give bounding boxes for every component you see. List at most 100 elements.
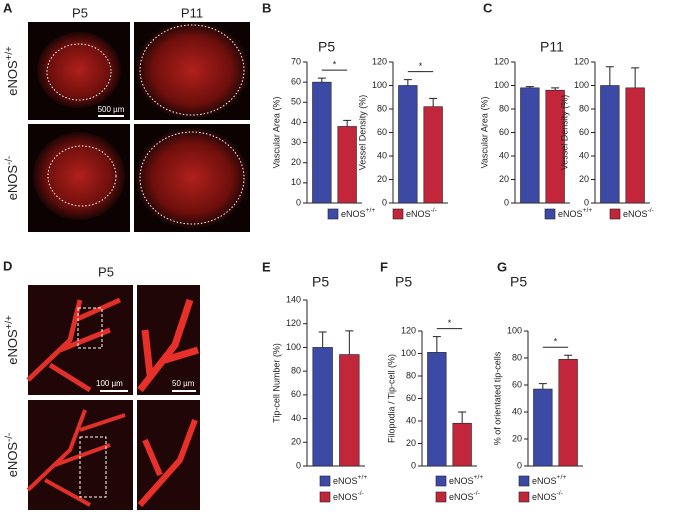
scale-label: 100 µm (96, 379, 123, 388)
y-axis-label: % of orientated tip-cells (492, 351, 502, 445)
y-tick-label: 80 (512, 352, 522, 362)
outline (47, 145, 117, 207)
y-tick-label: 120 (286, 318, 301, 328)
y-tick-label: 120 (574, 56, 589, 66)
y-tick-label: 100 (372, 80, 387, 90)
column-label: P11 (181, 5, 203, 20)
error-bar (429, 97, 438, 107)
y-tick-label: 40 (291, 413, 301, 423)
y-axis-label: Vessel Density (%) (559, 95, 569, 171)
panel-letter: E (262, 259, 271, 274)
column-label: P5 (72, 5, 88, 20)
y-axis-label: Vessel Density (%) (357, 95, 367, 171)
bar (600, 85, 620, 204)
y-tick-label: 0 (584, 197, 589, 207)
y-tick-label: 20 (377, 174, 387, 184)
bar (558, 359, 578, 467)
bar (339, 354, 360, 467)
legend-swatch (319, 475, 331, 487)
y-tick-label: 30 (291, 137, 301, 147)
retina (37, 32, 121, 108)
y-tick-label: 40 (291, 117, 301, 127)
y-tick-label: 0 (296, 197, 301, 207)
y-tick-label: 20 (499, 174, 509, 184)
vessels (137, 418, 198, 507)
outline (139, 24, 245, 116)
legend-swatch (518, 491, 530, 503)
scale-label: 50 µm (172, 379, 195, 388)
y-tick-label: 20 (579, 174, 589, 184)
error-bar (605, 66, 614, 86)
legend-swatch (319, 491, 331, 503)
bar (452, 422, 472, 467)
y-tick-label: 10 (291, 177, 301, 187)
panel-letter: A (3, 0, 13, 15)
bar (337, 126, 357, 204)
y-tick-label: 0 (382, 197, 387, 207)
y-tick-label: 0 (504, 197, 509, 207)
y-tick-label: 140 (286, 294, 301, 304)
inset-box (79, 436, 107, 498)
y-tick-label: 80 (406, 370, 416, 380)
panel-letter: F (380, 259, 388, 274)
legend-swatch (327, 208, 339, 220)
y-axis-label: Tip-cell Number (%) (271, 343, 281, 423)
outline (46, 43, 112, 101)
error-bar (345, 330, 354, 355)
bar (312, 347, 333, 467)
retina (136, 22, 248, 118)
retina (33, 132, 125, 220)
significance-label: * (448, 318, 452, 328)
y-tick-label: 80 (291, 366, 301, 376)
legend-label: eNOS-/- (623, 207, 654, 220)
y-tick-label: 60 (291, 389, 301, 399)
significance-label: * (554, 337, 558, 347)
panel-letter: C (483, 0, 493, 15)
legend-label: eNOS+/+ (341, 207, 375, 220)
legend-swatch (435, 491, 447, 503)
error-bar (318, 331, 327, 348)
y-tick-label: 20 (406, 438, 416, 448)
y-tick-label: 60 (579, 127, 589, 137)
panel-title: P5 (98, 264, 114, 279)
chart-title: P11 (540, 39, 564, 55)
vessels (26, 409, 126, 507)
retina (136, 128, 248, 228)
y-tick-label: 0 (296, 460, 301, 470)
panel-letter: D (3, 258, 12, 273)
y-tick-label: 120 (494, 56, 509, 66)
y-axis-label: Vascular Area (%) (479, 97, 489, 169)
y-tick-label: 60 (499, 127, 509, 137)
bar (427, 352, 447, 467)
row-label: eNOS-/- (4, 156, 21, 201)
error-bar (564, 354, 573, 360)
legend-swatch (518, 475, 530, 487)
legend-label: eNOS-/- (406, 207, 437, 220)
error-bar (551, 87, 560, 91)
y-tick-label: 80 (579, 103, 589, 113)
y-tick-label: 40 (377, 150, 387, 160)
legend-label: eNOS-/- (532, 490, 563, 503)
y-axis-label: Vascular Area (%) (271, 97, 281, 169)
y-tick-label: 100 (286, 342, 301, 352)
chart-title: P5 (510, 274, 527, 290)
error-bar (458, 411, 467, 424)
y-tick-label: 40 (406, 415, 416, 425)
panel-letters: A B C D E F G (3, 0, 507, 274)
legend-label: eNOS+/+ (558, 207, 592, 220)
y-axis-label: Filopodia / Tip-cell (%) (386, 354, 396, 443)
y-tick-label: 100 (494, 80, 509, 90)
error-bar (343, 119, 352, 127)
vessels (26, 297, 122, 393)
bar (398, 85, 418, 204)
y-tick-label: 40 (499, 150, 509, 160)
y-tick-label: 100 (507, 325, 522, 335)
bar (533, 388, 553, 467)
bar (520, 87, 540, 204)
y-tick-label: 120 (372, 56, 387, 66)
error-bar (525, 86, 534, 88)
significance-label: * (333, 59, 337, 69)
error-bar (631, 67, 640, 88)
legend-label: eNOS-/- (449, 490, 480, 503)
